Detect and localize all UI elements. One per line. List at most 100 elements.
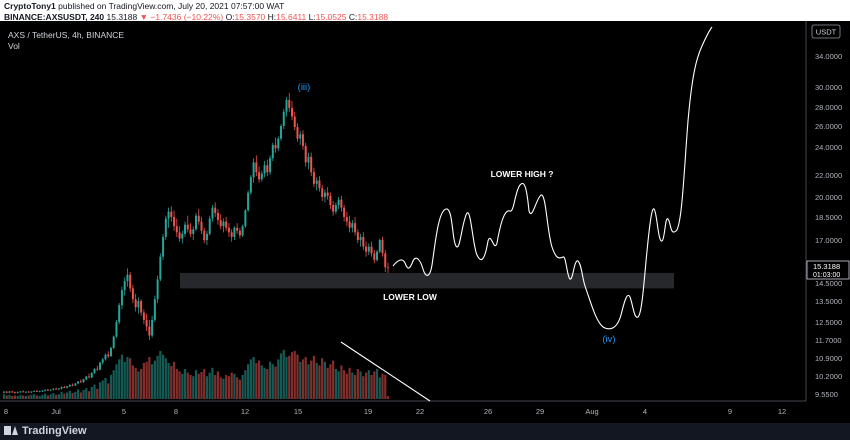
chart-area[interactable]: (iii) (iv) LOWER HIGH ? LOWER LOW 34.0000 30.… [0, 21, 850, 423]
volume-bar [126, 357, 129, 399]
volume-bar [172, 361, 176, 399]
candle-body [197, 215, 200, 222]
publisher-line: CryptoTony1 published on TradingView.com… [4, 1, 284, 11]
volume-bar [79, 392, 82, 399]
low-label: L: [308, 12, 316, 22]
volume-bar [321, 358, 324, 399]
volume-bar [183, 369, 187, 399]
time-tick-label: 12 [241, 407, 249, 416]
candle-body [151, 319, 154, 336]
volume-bar [118, 359, 121, 399]
candle-body [186, 224, 189, 230]
volume-bar [386, 396, 390, 399]
time-tick-label: 8 [174, 407, 178, 416]
candle-body [315, 180, 318, 184]
candle-body [38, 391, 41, 393]
volume-bar [378, 377, 381, 399]
volume-bar [63, 393, 66, 399]
volume-bar [255, 363, 258, 399]
author-name[interactable]: CryptoTony1 [4, 1, 56, 11]
volume-bar [257, 360, 261, 399]
volume-bar [384, 375, 387, 399]
candle-body [219, 220, 222, 227]
time-tick-label: 9 [728, 407, 732, 416]
volume-bar [192, 376, 195, 399]
candle-body [137, 301, 140, 308]
time-tick-label: Jul [51, 407, 61, 416]
price-unit-box [811, 24, 841, 39]
candle-body [123, 281, 126, 291]
candle-body [326, 192, 329, 196]
volume-bar [85, 388, 88, 399]
candle-body [55, 388, 58, 390]
candle-body [189, 229, 192, 234]
volume-bar [304, 357, 307, 399]
volume-bar [277, 359, 280, 399]
price-tick-label: 10.2000 [815, 372, 842, 381]
time-tick-label: 22 [416, 407, 424, 416]
volume-bar [290, 352, 294, 399]
volume-bar [46, 395, 49, 399]
volume-bar [35, 395, 39, 399]
volume-bar [93, 384, 96, 399]
candle-body [266, 165, 269, 173]
volume-bar [266, 369, 269, 399]
candle-body [376, 251, 379, 260]
price-tick-label: 9.5500 [815, 390, 838, 399]
candle-body [60, 387, 63, 389]
volume-bar [2, 394, 6, 399]
candle-body [304, 145, 307, 163]
open-value: 15.3570 [234, 12, 266, 22]
volume-bar [227, 376, 231, 399]
candle-body [263, 165, 266, 174]
price-tick-label: 13.5000 [815, 297, 842, 306]
candle-body [52, 388, 55, 390]
tradingview-logo[interactable]: TradingView [4, 425, 87, 437]
wave-iv-label: (iv) [602, 334, 615, 345]
volume-bar [156, 355, 159, 399]
candle-body [107, 354, 110, 357]
price-chart[interactable]: (iii) (iv) LOWER HIGH ? LOWER LOW 34.0000 30.… [0, 21, 850, 423]
volume-bar [285, 357, 288, 399]
volume-bar [359, 371, 362, 399]
candle-body [13, 392, 16, 394]
volume-bar [219, 377, 222, 399]
volume-bar [230, 372, 233, 399]
candle-body [312, 172, 315, 184]
candle-body [230, 232, 233, 237]
volume-bar [170, 366, 173, 399]
candle-body [214, 207, 217, 213]
volume-bar [299, 361, 302, 399]
volume-bar [5, 395, 8, 399]
volume-bar [271, 364, 274, 399]
candle-body [249, 177, 252, 193]
candle-body [271, 144, 274, 159]
candle-body [348, 221, 351, 228]
candle-body [307, 156, 310, 163]
price-tick-label: 17.0000 [815, 236, 842, 245]
volume-bar [288, 355, 291, 399]
candle-body [8, 391, 11, 393]
volume-bar [30, 394, 33, 399]
candle-body [140, 301, 143, 313]
close-value: 15.3188 [357, 12, 389, 22]
candle-body [247, 192, 250, 211]
volume-bar [214, 375, 217, 399]
candle-body [159, 256, 162, 280]
volume-trend-line [340, 341, 431, 402]
price-tick-label: 30.0000 [815, 83, 842, 92]
volume-bar [236, 377, 239, 399]
candle-body [93, 368, 96, 373]
candle-body [109, 347, 112, 357]
candle-body [44, 389, 47, 391]
volume-bar [381, 373, 384, 399]
close-label: C: [348, 12, 358, 22]
volume-bar [49, 394, 52, 399]
candle-body [337, 199, 340, 205]
volume-bar [109, 375, 113, 399]
candle-body [332, 205, 335, 212]
candle-body [71, 384, 74, 386]
volume-bar [348, 367, 351, 399]
volume-bar [120, 354, 124, 399]
candle-body [225, 221, 228, 228]
